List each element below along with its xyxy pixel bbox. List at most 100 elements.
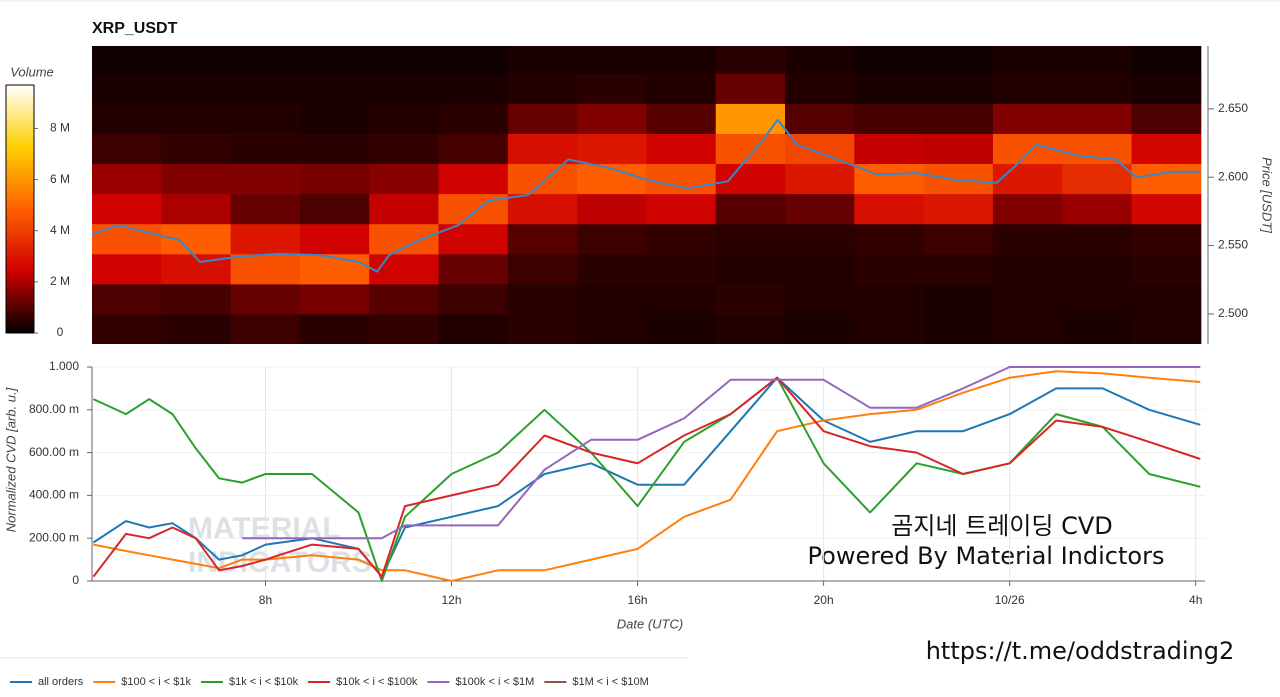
heatmap-cell — [230, 283, 301, 315]
cvd-line — [92, 376, 1201, 578]
heatmap-cell — [715, 193, 786, 225]
heatmap-cell — [438, 73, 509, 104]
heatmap-cell — [715, 103, 786, 134]
heatmap-cell — [299, 133, 370, 165]
heatmap-cell — [1062, 283, 1133, 315]
heatmap-cell — [161, 313, 232, 344]
heatmap-cell — [507, 283, 578, 315]
heatmap-cell — [1131, 313, 1202, 344]
heatmap-cell — [715, 253, 786, 285]
heatmap-cell — [1062, 253, 1133, 285]
heatmap-cell — [1062, 193, 1133, 225]
heatmap-cell — [992, 103, 1063, 134]
annotation: 곰지네 트레이딩 CVD — [891, 512, 1112, 540]
y-tick-label: 0 — [72, 573, 79, 587]
colorbar-tick-label: 4 M — [50, 223, 70, 237]
heatmap-cell — [923, 193, 994, 225]
heatmap-cell — [715, 133, 786, 165]
heatmap-cell — [507, 133, 578, 165]
heatmap-cell — [992, 163, 1063, 195]
heatmap-cell — [369, 253, 440, 285]
heatmap-cell — [646, 253, 717, 285]
heatmap-cell — [92, 223, 162, 255]
y-tick-label: 2.650 — [1218, 101, 1248, 115]
heatmap-cell — [854, 223, 925, 255]
heatmap-cell — [992, 283, 1063, 315]
heatmap-cell — [715, 46, 786, 74]
footer-link[interactable]: https://t.me/oddstrading2 — [926, 637, 1235, 665]
heatmap-cell — [299, 223, 370, 255]
heatmap-cell — [785, 133, 855, 165]
heatmap-cell — [1131, 73, 1202, 104]
heatmap-cell — [299, 313, 370, 344]
heatmap-cell — [992, 73, 1063, 104]
y-tick-label: 400.00 m — [29, 488, 79, 502]
colorbar-tick-label: 6 M — [50, 172, 70, 186]
watermark-text: INDICATORS — [188, 546, 372, 579]
heatmap-cell — [299, 253, 370, 285]
heatmap-cell — [577, 133, 647, 165]
y-axis-title: Price [USDT] — [1260, 157, 1275, 233]
heatmap-cell — [785, 46, 855, 74]
heatmap-cell — [785, 313, 855, 344]
heatmap-cell — [923, 103, 994, 134]
y-tick-label: 2.600 — [1218, 169, 1248, 183]
heatmap-cell — [577, 193, 647, 225]
heatmap-cell — [1062, 313, 1133, 344]
heatmap-cell — [369, 73, 440, 104]
heatmap-cell — [507, 73, 578, 104]
heatmap-cell — [854, 73, 925, 104]
colorbar-label: Volume — [10, 64, 54, 79]
heatmap-cell — [715, 163, 786, 195]
y-tick-label: 200.00 m — [29, 530, 79, 544]
heatmap-cell — [923, 133, 994, 165]
heatmap-cell — [299, 103, 370, 134]
heatmap-cell — [438, 253, 509, 285]
legend-label: $10k < i < $100k — [336, 676, 418, 688]
heatmap-cell — [369, 133, 440, 165]
heatmap-cell — [923, 223, 994, 255]
x-tick-label: 8h — [259, 593, 272, 607]
heatmap-cell — [507, 46, 578, 74]
heatmap-cell — [438, 283, 509, 315]
heatmap-cell — [299, 163, 370, 195]
heatmap-cell — [1131, 283, 1202, 315]
heatmap-cell — [785, 223, 855, 255]
heatmap-cell — [785, 283, 855, 315]
annotation: Powered By Material Indictors — [808, 542, 1165, 570]
heatmap-cell — [507, 253, 578, 285]
heatmap-cell — [299, 73, 370, 104]
heatmap-cell — [646, 193, 717, 225]
heatmap-cell — [854, 103, 925, 134]
heatmap-cell — [1062, 163, 1133, 195]
heatmap-cell — [161, 46, 232, 74]
heatmap-cell — [1131, 193, 1202, 225]
heatmap-cell — [92, 163, 162, 195]
x-tick-label: 10/26 — [995, 593, 1025, 607]
heatmap-cell — [369, 46, 440, 74]
heatmap — [92, 46, 1202, 344]
heatmap-cell — [438, 133, 509, 165]
x-tick-label: 4h — [1189, 593, 1202, 607]
heatmap-cell — [715, 283, 786, 315]
heatmap-cell — [92, 73, 162, 104]
heatmap-cell — [230, 163, 301, 195]
cvd-line — [242, 366, 1201, 540]
heatmap-cell — [646, 223, 717, 255]
heatmap-cell — [992, 313, 1063, 344]
heatmap-cell — [577, 46, 647, 74]
cvd-line — [93, 370, 1201, 582]
heatmap-cell — [577, 73, 647, 104]
heatmap-cell — [438, 46, 509, 74]
heatmap-cell — [854, 133, 925, 165]
heatmap-cell — [854, 163, 925, 195]
heatmap-cell — [923, 73, 994, 104]
heatmap-cell — [438, 313, 509, 344]
heatmap-cell — [161, 193, 232, 225]
heatmap-cell — [161, 163, 232, 195]
heatmap-cell — [646, 283, 717, 315]
heatmap-cell — [854, 313, 925, 344]
colorbar-tick-label: 2 M — [50, 274, 70, 288]
y-tick-label: 1.000 — [49, 359, 79, 373]
heatmap-cell — [92, 46, 162, 74]
